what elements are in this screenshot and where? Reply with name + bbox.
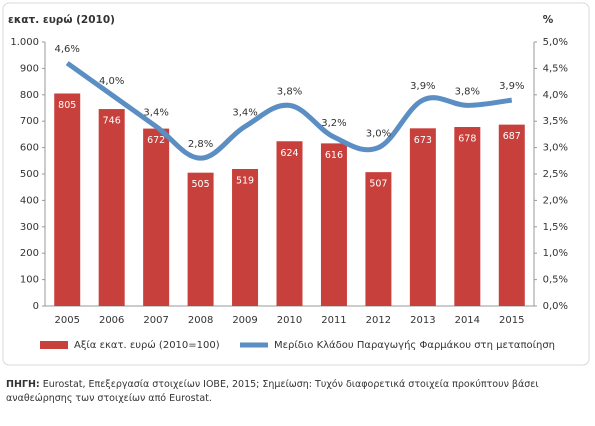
bar bbox=[454, 127, 481, 307]
bar-value-label: 687 bbox=[503, 131, 521, 142]
y2-tick-label: 3,0% bbox=[543, 143, 568, 154]
y2-tick-label: 1,0% bbox=[543, 248, 568, 259]
source-label: ΠΗΓΗ: bbox=[6, 379, 40, 390]
bar-value-label: 672 bbox=[147, 135, 165, 146]
bar-value-label: 519 bbox=[236, 175, 254, 186]
bar-value-label: 746 bbox=[103, 116, 121, 127]
bar-value-label: 624 bbox=[280, 148, 298, 159]
chart: εκατ. ευρώ (2010) % 0 100 200 300 400 500 600 7… bbox=[2, 2, 590, 366]
source-note: ΠΗΓΗ: Eurostat, Επεξεργασία στοιχείων ΙΟ… bbox=[6, 378, 576, 406]
bar bbox=[498, 124, 525, 307]
legend-swatch bbox=[40, 341, 68, 349]
y2-tick-label: 4,0% bbox=[543, 90, 568, 101]
line-value-label: 4,0% bbox=[99, 76, 124, 87]
source-text: Eurostat, Επεξεργασία στοιχείων ΙΟΒΕ, 20… bbox=[6, 379, 539, 404]
y2-tick-label: 1,5% bbox=[543, 222, 568, 233]
y2-tick-label: 0,0% bbox=[543, 301, 568, 312]
bar bbox=[320, 143, 347, 306]
bar bbox=[232, 168, 259, 306]
y-tick-label: 900 bbox=[20, 63, 39, 74]
line-value-label: 3,9% bbox=[410, 81, 435, 92]
bar bbox=[54, 93, 81, 306]
x-tick-label: 2012 bbox=[366, 315, 391, 326]
y-tick-label: 200 bbox=[20, 248, 39, 259]
y-tick-label: 0 bbox=[33, 301, 39, 312]
y2-tick-label: 3,5% bbox=[543, 116, 568, 127]
y-tick-label: 400 bbox=[20, 195, 39, 206]
x-tick-label: 2005 bbox=[55, 315, 80, 326]
x-tick-label: 2009 bbox=[232, 315, 257, 326]
y-axis-title: εκατ. ευρώ (2010) bbox=[8, 14, 115, 26]
bar-value-label: 678 bbox=[458, 134, 476, 145]
bar-value-label: 805 bbox=[58, 100, 76, 111]
x-tick-label: 2010 bbox=[277, 315, 302, 326]
y2-tick-label: 2,5% bbox=[543, 169, 568, 180]
x-tick-label: 2008 bbox=[188, 315, 213, 326]
line-value-label: 3,8% bbox=[277, 86, 302, 97]
y-tick-label: 100 bbox=[20, 275, 39, 286]
bar bbox=[143, 128, 170, 306]
bar-value-label: 673 bbox=[414, 135, 432, 146]
bar bbox=[98, 109, 125, 306]
bar-value-label: 616 bbox=[325, 150, 343, 161]
x-tick-label: 2007 bbox=[143, 315, 168, 326]
x-tick-label: 2013 bbox=[410, 315, 435, 326]
y2-tick-label: 0,5% bbox=[543, 275, 568, 286]
line-value-label: 3,0% bbox=[366, 129, 391, 140]
bar-value-label: 507 bbox=[369, 179, 387, 190]
y-tick-label: 600 bbox=[20, 143, 39, 154]
bar bbox=[276, 141, 303, 306]
bar bbox=[365, 172, 392, 306]
line-value-label: 2,8% bbox=[188, 139, 213, 150]
y-tick-label: 500 bbox=[20, 169, 39, 180]
legend-label: Μερίδιο Κλάδου Παραγωγής Φαρμάκου στη με… bbox=[274, 339, 555, 351]
x-tick-label: 2015 bbox=[499, 315, 524, 326]
y-tick-label: 800 bbox=[20, 90, 39, 101]
x-tick-label: 2011 bbox=[321, 315, 346, 326]
y2-tick-label: 5,0% bbox=[543, 37, 568, 48]
line-value-label: 3,8% bbox=[455, 86, 480, 97]
bar bbox=[409, 128, 436, 306]
bar-value-label: 505 bbox=[192, 179, 210, 190]
line-value-label: 3,4% bbox=[143, 107, 168, 118]
y2-tick-label: 4,5% bbox=[543, 63, 568, 74]
y-tick-label: 300 bbox=[20, 222, 39, 233]
line-value-label: 3,2% bbox=[321, 118, 346, 129]
bar bbox=[187, 172, 214, 306]
x-tick-label: 2014 bbox=[455, 315, 480, 326]
line-value-label: 4,6% bbox=[55, 44, 80, 55]
line-value-label: 3,9% bbox=[499, 81, 524, 92]
line-value-label: 3,4% bbox=[232, 107, 257, 118]
x-tick-label: 2006 bbox=[99, 315, 124, 326]
y-tick-label: 700 bbox=[20, 116, 39, 127]
y2-axis-title: % bbox=[543, 14, 554, 26]
y-tick-label: 1.000 bbox=[10, 37, 39, 48]
y2-tick-label: 2,0% bbox=[543, 195, 568, 206]
legend-label: Αξία εκατ. ευρώ (2010=100) bbox=[74, 339, 220, 351]
line bbox=[65, 61, 513, 161]
